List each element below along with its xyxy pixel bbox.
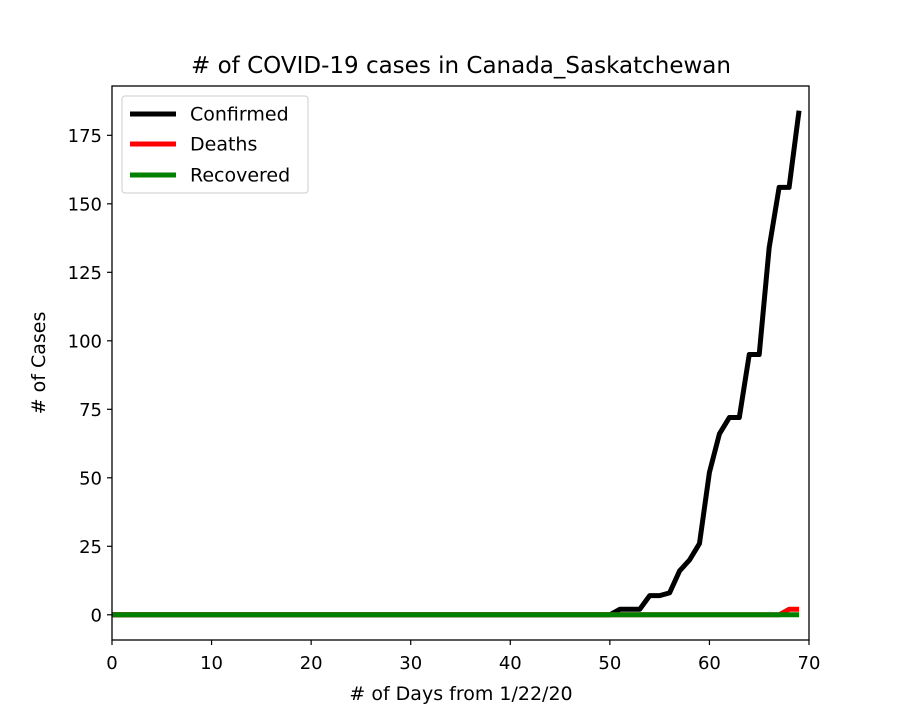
legend: Confirmed Deaths Recovered [121,95,309,194]
y-tick-label: 175 [68,126,102,147]
x-tick-label: 60 [698,653,721,674]
y-tick-label: 100 [68,331,102,352]
y-axis-label: # of Cases [28,312,50,415]
y-tick-label: 75 [79,400,102,421]
y-tick-label: 125 [68,263,102,284]
series-layer [112,110,802,618]
y-axis: 0 25 50 75 100 125 150 175 [68,126,112,626]
legend-label-deaths: Deaths [190,134,257,156]
x-axis-label: # of Days from 1/22/20 [349,683,572,705]
x-tick-label: 30 [399,653,422,674]
x-tick-label: 70 [798,653,821,674]
plot-frame [111,85,810,641]
legend-label-confirmed: Confirmed [190,104,289,126]
x-tick-label: 40 [499,653,522,674]
y-tick-label: 150 [68,194,102,215]
y-tick-label: 50 [79,468,102,489]
y-tick-label: 25 [79,537,102,558]
x-tick-label: 50 [598,653,621,674]
x-tick-label: 0 [106,653,117,674]
x-axis: 0 10 20 30 40 50 60 70 [106,640,820,674]
x-tick-label: 20 [300,653,323,674]
y-tick-label: 0 [91,605,102,626]
x-tick-label: 10 [200,653,223,674]
chart-title: # of COVID-19 cases in Canada_Saskatchew… [191,53,731,79]
series-line-confirmed [112,110,802,618]
legend-box [121,95,309,194]
legend-label-recovered: Recovered [190,165,290,187]
